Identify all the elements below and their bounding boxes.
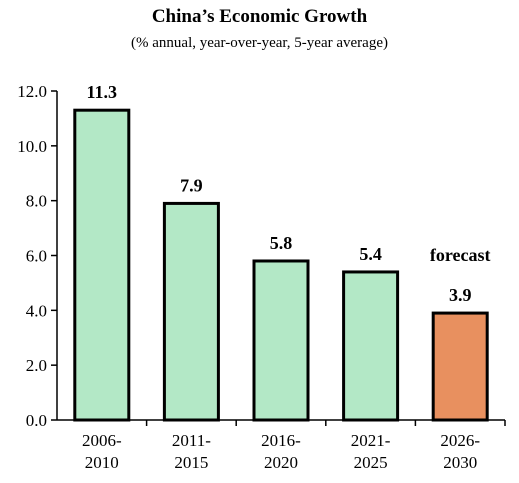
y-tick-label: 12.0 [17, 82, 47, 101]
x-tick-label: 2006- [82, 431, 122, 450]
y-tick-label: 6.0 [26, 247, 47, 266]
data-label: 5.8 [270, 233, 293, 253]
bar [73, 108, 131, 422]
bar [431, 311, 489, 422]
x-tick-label: 2020 [264, 453, 298, 472]
y-axis: 0.0 2.0 4.0 6.0 8.0 10.0 12.0 [17, 82, 58, 430]
x-tick-label: 2015 [174, 453, 208, 472]
x-tick-label: 2011- [172, 431, 211, 450]
x-tick-label: 2016- [261, 431, 301, 450]
data-label: 11.3 [87, 82, 118, 102]
bar [252, 259, 310, 422]
x-tick-label: 2025 [354, 453, 388, 472]
x-tick-label: 2030 [443, 453, 477, 472]
y-tick-label: 4.0 [26, 301, 47, 320]
y-tick-label: 8.0 [26, 192, 47, 211]
data-label: 5.4 [359, 244, 382, 264]
data-labels: 11.3 7.9 5.8 5.4 3.9 forecast [87, 82, 491, 305]
data-label: 7.9 [180, 175, 203, 195]
y-tick-label: 10.0 [17, 137, 47, 156]
forecast-annotation: forecast [430, 245, 491, 265]
y-tick-label: 2.0 [26, 356, 47, 375]
chart-title: China’s Economic Growth [151, 6, 368, 27]
chart-subtitle: (% annual, year-over-year, 5-year averag… [131, 35, 388, 51]
x-tick-label: 2026- [440, 431, 480, 450]
data-label: 3.9 [449, 285, 472, 305]
bar [162, 201, 220, 422]
bar [342, 270, 400, 422]
x-tick-label: 2010 [85, 453, 119, 472]
bars [73, 108, 489, 422]
x-tick-label: 2021- [351, 431, 391, 450]
x-axis: 2006- 2010 2011- 2015 2016- 2020 2021- 2025 2026… [57, 419, 506, 472]
y-tick-label: 0.0 [26, 411, 47, 430]
